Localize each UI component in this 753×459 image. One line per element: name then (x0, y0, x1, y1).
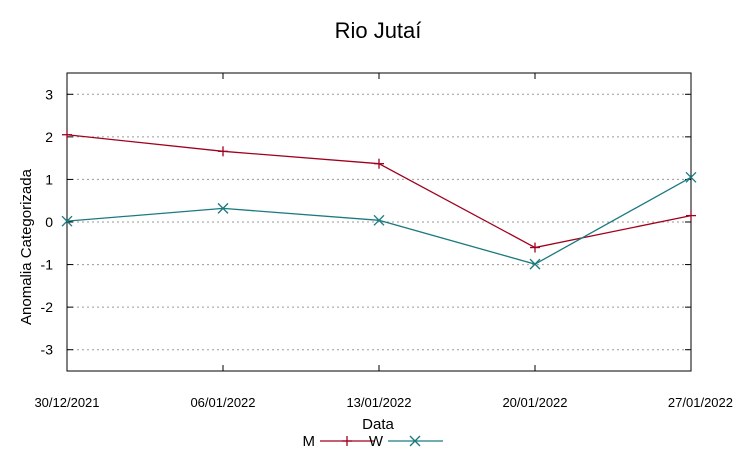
data-point-marker (409, 435, 421, 447)
series-m (62, 129, 696, 253)
data-point (374, 158, 384, 169)
data-point (61, 215, 73, 227)
x-tick-label: 13/01/2022 (346, 395, 411, 410)
x-axis-label: Data (362, 416, 394, 433)
series (61, 129, 697, 270)
data-point-marker (373, 214, 385, 226)
legend-item-w: W (369, 433, 443, 450)
x-axis: 30/12/2021 06/01/2022 13/01/2022 20/01/2022… (34, 73, 733, 410)
data-point (62, 129, 72, 140)
series-line (66, 134, 692, 249)
y-tick-label: 0 (45, 214, 53, 230)
data-point (217, 202, 229, 214)
legend-label: W (369, 433, 384, 450)
y-tick-label: 3 (45, 86, 53, 102)
x-tick-label: 27/01/2022 (668, 395, 733, 410)
data-point (218, 146, 228, 157)
data-point (529, 258, 541, 270)
data-point (686, 210, 696, 221)
data-point-marker (61, 215, 73, 227)
grid-lines (67, 93, 691, 351)
chart-title: Rio Jutaí (335, 18, 422, 43)
data-point (530, 242, 540, 253)
data-point-marker (217, 202, 229, 214)
y-axis-label: Anomalia Categorizada (18, 168, 35, 325)
y-tick-label: 1 (45, 171, 53, 187)
y-tick-label: -3 (41, 342, 54, 358)
data-point-marker (529, 258, 541, 270)
data-point-marker (685, 171, 697, 183)
data-point (685, 171, 697, 183)
legend-item-m: M (303, 433, 375, 450)
y-tick-label: 2 (45, 129, 53, 145)
y-tick-label: -2 (41, 299, 54, 315)
x-tick-label: 20/01/2022 (502, 395, 567, 410)
y-tick-label: -1 (41, 257, 54, 273)
data-point (373, 214, 385, 226)
x-tick-label: 30/12/2021 (34, 395, 99, 410)
legend-label: M (303, 433, 316, 450)
series-w (61, 171, 697, 270)
x-tick-label: 06/01/2022 (190, 395, 255, 410)
